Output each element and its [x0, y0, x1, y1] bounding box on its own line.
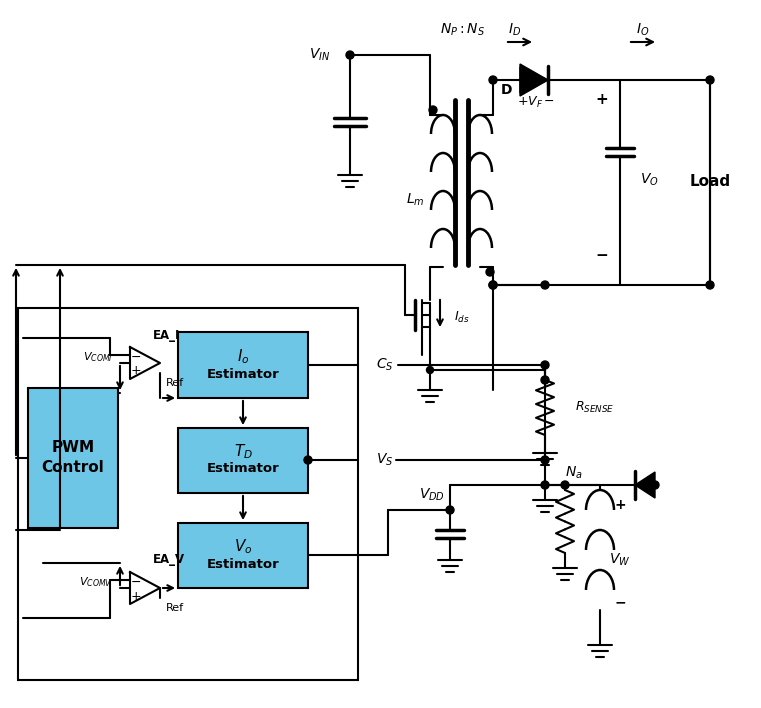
FancyBboxPatch shape: [178, 332, 308, 398]
Circle shape: [541, 456, 549, 464]
Circle shape: [706, 76, 714, 84]
Circle shape: [489, 281, 497, 289]
Circle shape: [706, 281, 714, 289]
Text: Control: Control: [42, 460, 104, 476]
Circle shape: [346, 51, 354, 59]
Text: $V_{COMV}$: $V_{COMV}$: [79, 575, 113, 589]
Text: +: +: [131, 365, 142, 377]
Circle shape: [304, 456, 312, 464]
Text: $V_W$: $V_W$: [610, 552, 631, 569]
Text: Load: Load: [689, 174, 731, 190]
Text: $L_m$: $L_m$: [406, 192, 425, 208]
Polygon shape: [520, 80, 548, 96]
Text: EA_I: EA_I: [153, 329, 180, 341]
Polygon shape: [130, 572, 160, 604]
Text: $V_S$: $V_S$: [376, 452, 393, 468]
Circle shape: [541, 281, 549, 289]
FancyBboxPatch shape: [178, 428, 308, 493]
Text: $N_P : N_S$: $N_P : N_S$: [440, 22, 485, 38]
Circle shape: [446, 506, 454, 514]
Circle shape: [561, 481, 569, 489]
Circle shape: [541, 376, 549, 384]
Polygon shape: [520, 64, 548, 80]
Text: +: +: [614, 498, 626, 512]
Text: −: −: [131, 576, 142, 588]
Text: −: −: [614, 595, 626, 609]
Polygon shape: [130, 347, 160, 379]
Circle shape: [489, 76, 497, 84]
Text: $+V_F-$: $+V_F-$: [517, 94, 555, 110]
Text: $N_a$: $N_a$: [565, 464, 583, 481]
Text: $V_{DD}$: $V_{DD}$: [419, 487, 445, 503]
Text: Estimator: Estimator: [207, 462, 279, 476]
Text: −: −: [596, 248, 608, 263]
Polygon shape: [520, 67, 548, 93]
Text: $V_O$: $V_O$: [640, 172, 659, 188]
Text: $V_o$: $V_o$: [234, 537, 252, 556]
Text: $I_D$: $I_D$: [508, 22, 521, 38]
Text: −: −: [131, 350, 142, 363]
Circle shape: [426, 367, 434, 374]
Text: Ref: Ref: [166, 378, 184, 388]
Text: Estimator: Estimator: [207, 367, 279, 380]
Text: $T_D$: $T_D$: [234, 442, 253, 462]
Text: PWM: PWM: [52, 440, 94, 455]
Text: Estimator: Estimator: [207, 557, 279, 571]
Text: Ref: Ref: [166, 603, 184, 613]
Circle shape: [486, 268, 494, 276]
FancyBboxPatch shape: [18, 308, 358, 680]
Text: $V_{IN}$: $V_{IN}$: [309, 47, 330, 63]
Circle shape: [429, 106, 437, 114]
Text: $V_{COMI}$: $V_{COMI}$: [83, 350, 113, 364]
Text: $I_O$: $I_O$: [636, 22, 650, 38]
FancyBboxPatch shape: [178, 523, 308, 588]
Circle shape: [489, 281, 497, 289]
Circle shape: [541, 481, 549, 489]
FancyBboxPatch shape: [28, 388, 118, 528]
Text: +: +: [131, 590, 142, 603]
Circle shape: [651, 481, 659, 489]
Text: EA_V: EA_V: [153, 554, 185, 566]
Text: $I_{ds}$: $I_{ds}$: [454, 309, 470, 324]
Text: $I_o$: $I_o$: [237, 348, 250, 366]
Circle shape: [541, 361, 549, 369]
Text: $C_S$: $C_S$: [376, 357, 393, 373]
Text: D: D: [501, 83, 512, 97]
Polygon shape: [635, 472, 655, 498]
Text: $R_{SENSE}$: $R_{SENSE}$: [575, 399, 614, 415]
Text: +: +: [596, 93, 608, 108]
